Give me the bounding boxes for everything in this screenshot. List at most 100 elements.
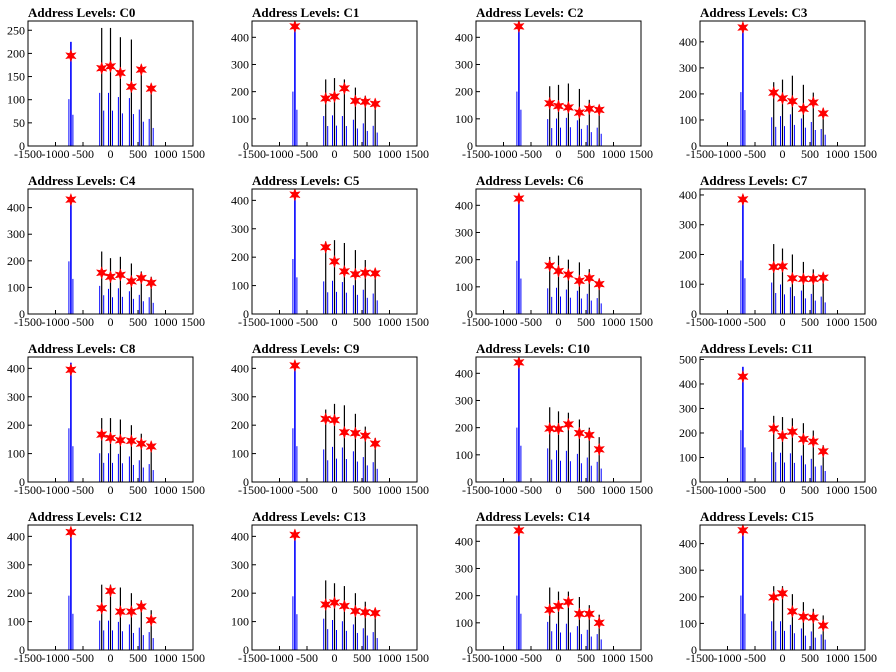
y-tick-label: 0 (243, 475, 249, 489)
x-tick-label: -1500 (686, 147, 714, 161)
peak-marker (328, 413, 341, 427)
trace-peak (780, 248, 785, 314)
x-tick-label: 1500 (853, 651, 877, 665)
peak-marker (513, 523, 525, 538)
trace-peak (68, 196, 74, 314)
peak-marker (807, 272, 820, 286)
peak-marker (776, 586, 789, 601)
peak-marker (369, 97, 382, 111)
x-tick-label: 1500 (405, 651, 429, 665)
x-tick-label: -1500 (686, 483, 714, 497)
y-tick-label: 300 (679, 563, 697, 577)
trace-peak (332, 240, 337, 314)
subplot-c1: Address Levels: C1 0 100 200 300 400 -1500 -100… (231, 5, 429, 161)
x-tick-label: 500 (577, 651, 595, 665)
x-tick-label: 0 (332, 483, 338, 497)
trace-peak (352, 593, 358, 650)
y-tick-label: 0 (19, 643, 25, 657)
x-tick-label: -1000 (714, 315, 742, 329)
x-tick-label: 0 (780, 483, 786, 497)
trace-peak (352, 413, 358, 482)
x-tick-label: -1000 (266, 315, 294, 329)
peak-marker (349, 604, 362, 618)
y-tick-label: 400 (679, 377, 697, 391)
peak-marker (289, 358, 301, 373)
y-tick-label: 250 (7, 23, 25, 37)
subplot-c3: Address Levels: C3 0 100 200 300 400 -1500 -100… (679, 5, 877, 161)
y-tick-label: 400 (679, 35, 697, 49)
x-tick-label: 1000 (154, 147, 178, 161)
trace-peak (740, 194, 746, 314)
y-tick-label: 0 (691, 475, 697, 489)
y-tick-label: 400 (679, 188, 697, 202)
x-tick-label: 1500 (853, 315, 877, 329)
peak-marker (552, 99, 565, 113)
trace-peak (332, 583, 337, 650)
y-tick-label: 200 (231, 250, 249, 264)
peak-marker (593, 103, 606, 117)
x-tick-label: 0 (780, 651, 786, 665)
peak-marker (95, 266, 108, 280)
x-tick-label: 1500 (405, 147, 429, 161)
trace-peak (780, 417, 785, 482)
peak-marker (359, 428, 372, 443)
y-tick-label: 0 (467, 475, 473, 489)
x-tick-label: -1000 (266, 651, 294, 665)
peak-marker (145, 439, 158, 454)
peak-marker (562, 100, 575, 115)
x-tick-label: -1000 (266, 147, 294, 161)
y-tick-label: 300 (231, 390, 249, 404)
subplot-title: Address Levels: C8 (28, 341, 136, 356)
trace-peak (292, 25, 298, 146)
x-tick-label: 0 (108, 147, 114, 161)
y-tick-label: 100 (455, 112, 473, 126)
peak-marker (817, 270, 830, 285)
y-tick-label: 0 (19, 307, 25, 321)
peak-marker (349, 267, 362, 281)
subplot-title: Address Levels: C0 (28, 5, 135, 20)
x-tick-label: -1500 (238, 483, 266, 497)
y-tick-label: 200 (231, 586, 249, 600)
x-tick-label: -500 (72, 147, 94, 161)
x-tick-label: -1500 (238, 315, 266, 329)
x-tick-label: -500 (296, 483, 318, 497)
peak-marker (349, 426, 362, 440)
subplot-title: Address Levels: C6 (476, 173, 584, 188)
y-tick-label: 100 (7, 280, 25, 294)
trace-peak (99, 251, 105, 314)
peak-marker (104, 270, 117, 284)
subplot-title: Address Levels: C12 (28, 509, 142, 524)
x-tick-label: 1500 (853, 483, 877, 497)
peak-marker (328, 89, 341, 104)
x-tick-label: -1000 (490, 315, 518, 329)
x-tick-label: -1500 (14, 147, 42, 161)
x-tick-label: -1500 (462, 483, 490, 497)
y-tick-label: 100 (231, 615, 249, 629)
y-tick-label: 100 (231, 279, 249, 293)
peak-marker (573, 274, 586, 288)
peak-marker (125, 79, 138, 94)
peak-marker (319, 597, 332, 612)
peak-marker (543, 421, 556, 436)
subplot-c0: Address Levels: C0 0 50 100 150 200 250 -1500 -1… (7, 5, 205, 161)
y-tick-label: 400 (231, 193, 249, 207)
trace-peak (576, 262, 582, 314)
subplot-c8: Address Levels: C8 0 100 200 300 400 -1500 -100… (7, 341, 205, 497)
y-tick-label: 300 (7, 390, 25, 404)
peak-marker (817, 618, 830, 633)
trace-peak (780, 79, 785, 146)
peak-marker (338, 425, 351, 440)
y-tick-label: 100 (7, 447, 25, 461)
y-tick-label: 0 (243, 307, 249, 321)
trace-peak (332, 78, 337, 146)
peak-marker (797, 432, 810, 446)
y-tick-label: 300 (455, 561, 473, 575)
peak-marker (562, 267, 575, 282)
x-tick-label: 0 (108, 483, 114, 497)
subplot-c6: Address Levels: C6 0 100 200 300 400 -1500 -100… (455, 173, 653, 329)
y-tick-label: 0 (467, 307, 473, 321)
peak-marker (797, 102, 810, 116)
peak-marker (593, 616, 606, 630)
trace-peak (117, 256, 123, 314)
peak-marker (114, 604, 127, 619)
